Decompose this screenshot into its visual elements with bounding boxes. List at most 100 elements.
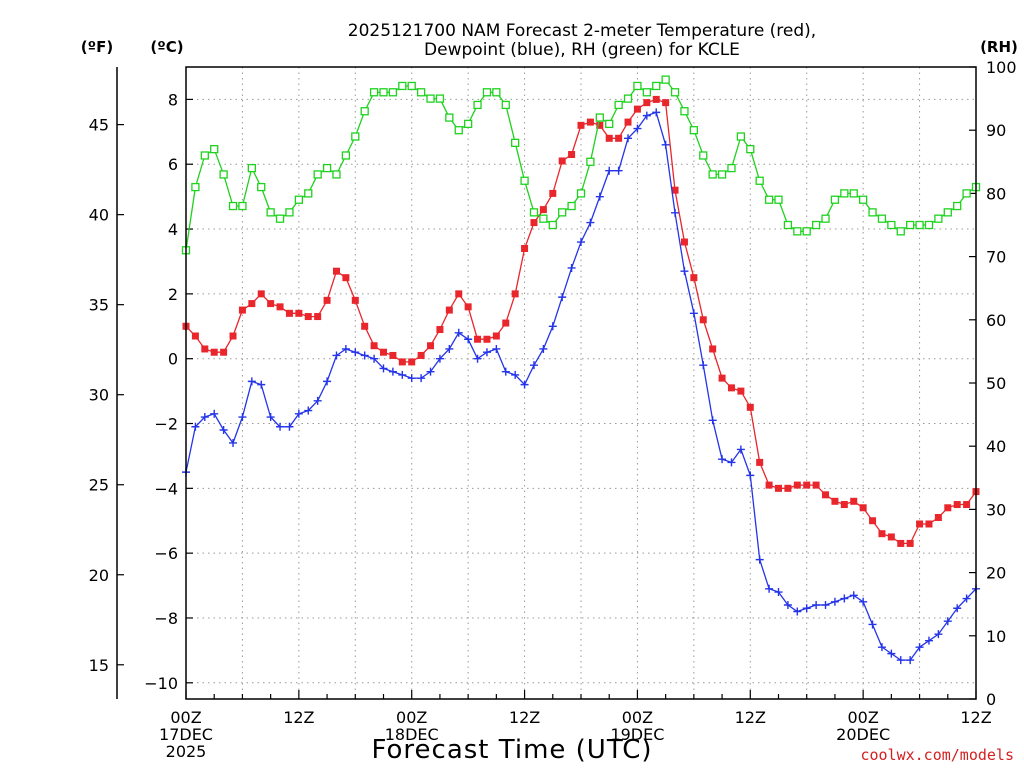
temperature-point xyxy=(436,326,444,334)
temperature-point xyxy=(276,303,284,311)
temperature-point xyxy=(953,501,961,509)
rh-point xyxy=(953,201,962,211)
dewpoint-point xyxy=(473,354,482,363)
rh-point xyxy=(238,201,247,211)
dewpoint-point xyxy=(906,656,915,665)
dewpoint-point xyxy=(821,601,830,610)
rh-point xyxy=(294,195,304,204)
dewpoint-point xyxy=(332,351,341,360)
temperature-point xyxy=(690,274,698,282)
temperature-point xyxy=(775,484,782,492)
time-tick-label: 20DEC xyxy=(836,725,890,744)
dewpoint-point xyxy=(426,367,435,376)
dewpoint-point xyxy=(624,134,633,143)
dewpoint-point xyxy=(877,643,886,652)
rh-unit-label: (RH) xyxy=(980,38,1018,56)
dewpoint-point xyxy=(849,591,858,600)
temperature-point xyxy=(793,481,801,489)
temperature-point xyxy=(191,332,199,340)
dewpoint-point xyxy=(915,643,924,652)
rh-tick-label: 10 xyxy=(986,627,1006,646)
dewpoint-point xyxy=(351,348,360,357)
celsius-tick-label: 0 xyxy=(168,350,178,369)
dewpoint-point xyxy=(492,344,501,353)
temperature-point xyxy=(427,342,435,350)
fahrenheit-unit-label: (ºF) xyxy=(81,38,113,56)
rh-point xyxy=(868,208,877,217)
dewpoint-point xyxy=(247,377,256,386)
rh-tick-label: 0 xyxy=(986,690,996,709)
temperature-point xyxy=(549,189,557,197)
rh-tick-label: 90 xyxy=(986,121,1006,140)
temperature-point xyxy=(332,267,340,275)
temperature-point xyxy=(784,484,792,492)
temperature-point xyxy=(370,342,378,350)
dewpoint-point xyxy=(304,406,313,415)
rh-point xyxy=(877,214,887,223)
rh-point xyxy=(858,195,868,204)
dewpoint-point xyxy=(577,238,585,247)
dewpoint-point xyxy=(266,413,275,422)
rh-point xyxy=(764,195,774,204)
dewpoint-point xyxy=(341,344,350,353)
rh-point xyxy=(915,220,924,230)
dewpoint-point xyxy=(859,597,868,606)
dewpoint-point xyxy=(896,656,905,665)
dewpoint-point xyxy=(548,322,557,331)
fahrenheit-tick-label: 45 xyxy=(89,116,109,135)
rh-tick-label: 60 xyxy=(986,311,1006,330)
celsius-tick-label: −8 xyxy=(154,609,178,628)
temperature-point xyxy=(483,335,491,343)
dewpoint-point xyxy=(360,351,369,360)
time-tick-label: 19DEC xyxy=(610,725,664,744)
rh-point xyxy=(689,126,699,135)
dewpoint-point xyxy=(398,370,407,379)
rh-point xyxy=(388,88,398,97)
temperature-point xyxy=(389,351,397,359)
temperature-point xyxy=(756,458,764,466)
celsius-tick-label: 8 xyxy=(168,90,178,109)
dewpoint-point xyxy=(802,604,811,613)
temperature-point xyxy=(408,358,416,366)
temperature-point xyxy=(398,358,406,366)
rh-point xyxy=(783,220,793,230)
dewpoint-point xyxy=(953,604,962,613)
dewpoint-point xyxy=(435,354,444,363)
rh-point xyxy=(736,132,746,141)
time-tick-label: 2025 xyxy=(166,742,207,761)
temperature-point xyxy=(257,290,265,298)
rh-point xyxy=(652,81,661,91)
temperature-point xyxy=(577,121,585,129)
dewpoint-point xyxy=(417,374,426,383)
celsius-tick-label: −2 xyxy=(154,415,178,434)
temperature-point xyxy=(201,345,209,353)
rh-point xyxy=(511,138,520,147)
rh-point xyxy=(313,170,322,179)
dewpoint-point xyxy=(511,370,520,379)
rh-point xyxy=(962,189,971,198)
temperature-point xyxy=(238,306,246,314)
temperature-point xyxy=(680,238,688,246)
rh-point xyxy=(614,100,623,110)
dewpoint-point xyxy=(699,361,708,370)
rh-point xyxy=(266,208,275,217)
dewpoint-point xyxy=(661,140,670,149)
rh-point xyxy=(774,195,783,204)
fahrenheit-axis: 15 20 25 30 35 40 45 xyxy=(89,67,124,699)
rh-tick-label: 40 xyxy=(986,437,1006,456)
rh-point xyxy=(257,182,266,192)
temperature-point xyxy=(699,316,707,324)
celsius-tick-label: −4 xyxy=(154,479,178,498)
rh-point xyxy=(426,94,435,103)
grid-lines xyxy=(186,67,976,699)
dewpoint-point xyxy=(454,328,463,337)
dewpoint-point xyxy=(633,124,642,133)
dewpoint-point xyxy=(924,636,933,645)
temperature-point xyxy=(662,99,670,107)
time-tick-label: 12Z xyxy=(283,708,314,727)
time-tick-label: 00Z xyxy=(622,708,653,727)
rh-point xyxy=(501,100,510,110)
dewpoint-point xyxy=(529,361,538,370)
dewpoint-point xyxy=(840,594,849,603)
rh-point xyxy=(567,201,576,211)
